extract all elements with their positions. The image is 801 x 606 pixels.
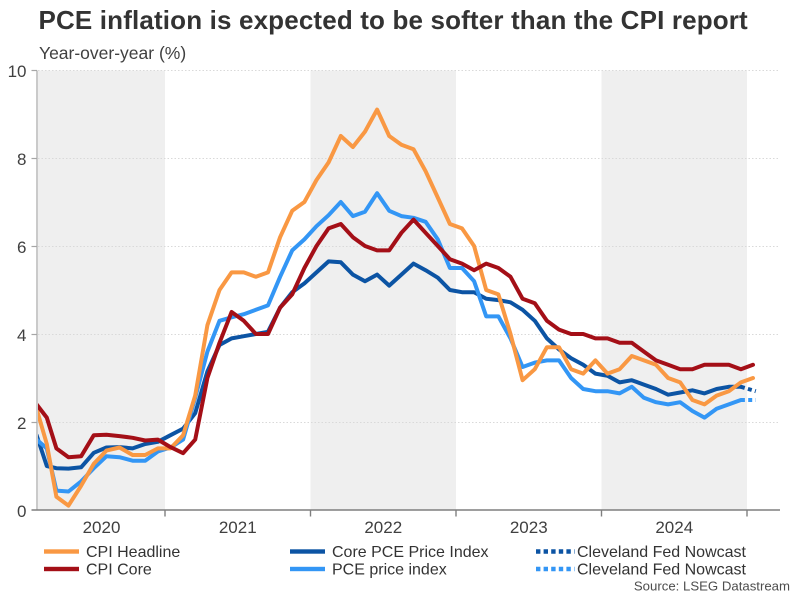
svg-text:Year-over-year (%): Year-over-year (%) (39, 43, 186, 63)
svg-text:PCE inflation is expected to b: PCE inflation is expected to be softer t… (39, 5, 749, 35)
svg-text:Cleveland Fed Nowcast: Cleveland Fed Nowcast (577, 561, 747, 578)
svg-text:8: 8 (17, 150, 26, 169)
svg-text:Cleveland Fed Nowcast: Cleveland Fed Nowcast (577, 544, 747, 561)
svg-text:PCE price index: PCE price index (332, 561, 447, 578)
svg-text:6: 6 (17, 238, 26, 257)
svg-text:CPI Headline: CPI Headline (86, 544, 180, 561)
svg-text:10: 10 (8, 62, 27, 81)
svg-text:2: 2 (17, 414, 26, 433)
svg-text:0: 0 (17, 502, 26, 521)
svg-text:2023: 2023 (510, 518, 548, 537)
svg-text:Source: LSEG Datastream: Source: LSEG Datastream (634, 579, 790, 594)
svg-text:2021: 2021 (219, 518, 257, 537)
svg-text:2024: 2024 (655, 518, 693, 537)
svg-text:CPI Core: CPI Core (86, 561, 152, 578)
svg-text:2022: 2022 (364, 518, 402, 537)
svg-text:2020: 2020 (83, 518, 121, 537)
svg-text:4: 4 (17, 326, 26, 345)
svg-text:Core PCE Price Index: Core PCE Price Index (332, 544, 489, 561)
